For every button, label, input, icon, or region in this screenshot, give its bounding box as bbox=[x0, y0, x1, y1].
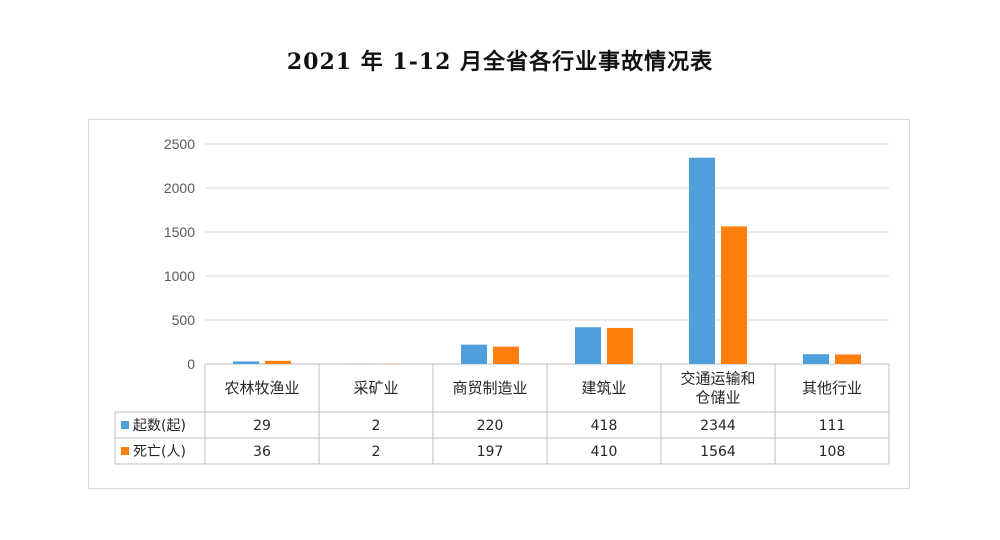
bar-incidents bbox=[575, 327, 601, 364]
data-value-cell: 29 bbox=[253, 418, 271, 434]
legend-key bbox=[121, 447, 129, 455]
y-tick-label: 2500 bbox=[164, 136, 195, 152]
data-value-cell: 2 bbox=[372, 444, 381, 460]
data-value-cell: 197 bbox=[477, 444, 504, 460]
y-tick-label: 500 bbox=[172, 312, 196, 328]
y-tick-label: 1500 bbox=[164, 224, 195, 240]
category-label: 交通运输和 bbox=[680, 370, 755, 388]
bar-incidents bbox=[803, 354, 829, 364]
gridlines bbox=[205, 143, 889, 365]
bar-chart: 0 500 1000 1500 2000 2500 农林牧渔业 采矿业 商贸制造业 建筑业 交通运… bbox=[114, 136, 890, 465]
y-tick-label: 1000 bbox=[164, 268, 195, 284]
category-label: 商贸制造业 bbox=[452, 379, 527, 397]
data-value-cell: 220 bbox=[477, 418, 504, 434]
data-value-cell: 418 bbox=[591, 418, 618, 434]
category-label: 仓储业 bbox=[695, 389, 740, 407]
y-tick-label: 0 bbox=[187, 356, 195, 372]
y-tick-label: 2000 bbox=[164, 180, 195, 196]
data-value-cell: 111 bbox=[819, 418, 846, 434]
bar-deaths bbox=[607, 327, 633, 364]
data-value-cell: 36 bbox=[253, 444, 271, 460]
bars bbox=[233, 157, 861, 364]
data-value-cell: 2344 bbox=[700, 418, 736, 434]
bar-deaths bbox=[835, 354, 861, 364]
chart-frame: 0 500 1000 1500 2000 2500 农林牧渔业 采矿业 商贸制造业 建筑业 交通运… bbox=[88, 119, 910, 489]
bar-deaths bbox=[493, 346, 519, 364]
bar-deaths bbox=[265, 360, 291, 364]
y-axis-ticks: 0 500 1000 1500 2000 2500 bbox=[164, 136, 195, 372]
legend-series-name: 起数(起) bbox=[133, 418, 186, 434]
data-value-cell: 2 bbox=[372, 418, 381, 434]
page-title: 2021 年 1-12 月全省各行业事故情况表 bbox=[286, 49, 714, 75]
legend-series-name: 死亡(人) bbox=[133, 444, 186, 460]
bar-deaths bbox=[721, 226, 747, 364]
data-value-cell: 410 bbox=[591, 444, 618, 460]
category-label: 农林牧渔业 bbox=[224, 379, 299, 397]
bar-incidents bbox=[689, 157, 715, 364]
category-label: 建筑业 bbox=[581, 379, 626, 397]
data-value-cell: 1564 bbox=[700, 444, 736, 460]
data-value-cell: 108 bbox=[819, 444, 846, 460]
legend-key bbox=[121, 421, 129, 429]
category-label: 其他行业 bbox=[802, 379, 862, 397]
bar-incidents bbox=[461, 344, 487, 364]
category-label: 采矿业 bbox=[353, 379, 398, 397]
bar-incidents bbox=[233, 361, 259, 364]
